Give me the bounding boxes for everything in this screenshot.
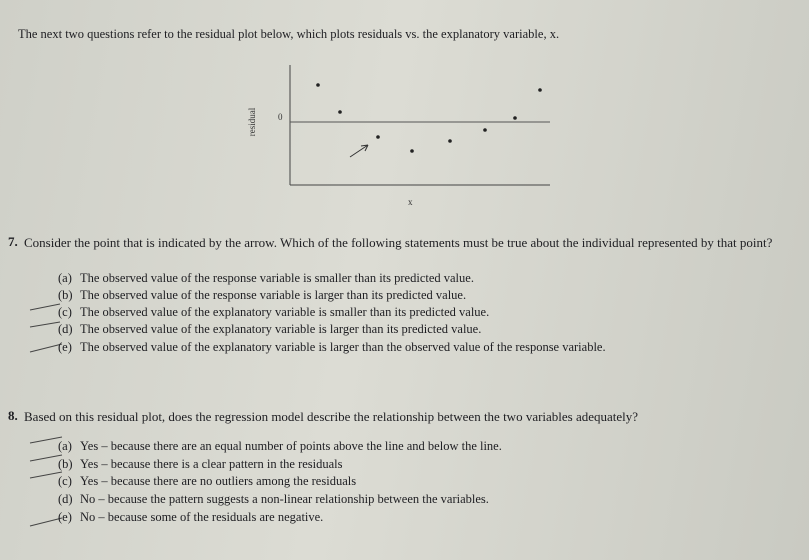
option-text: The observed value of the response varia…	[80, 288, 467, 302]
option-label: (a)	[58, 271, 72, 285]
option-label: (b)	[58, 457, 73, 471]
option-label: (e)	[58, 340, 72, 354]
option-label: (d)	[58, 322, 73, 336]
option-text: Yes – because there are an equal number …	[80, 439, 502, 453]
option-text: Yes – because there are no outliers amon…	[80, 474, 357, 488]
option-text: The observed value of the explanatory va…	[80, 322, 482, 336]
intro: The next two questions refer to the resi…	[18, 27, 560, 41]
question-text: Based on this residual plot, does the re…	[24, 409, 639, 424]
zero-label: 0	[278, 112, 283, 122]
points	[316, 83, 542, 153]
pen-marks	[29, 303, 63, 527]
question-number: 7.	[8, 234, 18, 249]
x-label: x	[408, 197, 413, 207]
option-text: No – because the pattern suggests a non-…	[80, 492, 489, 506]
option-text: The observed value of the response varia…	[80, 271, 474, 285]
option-text: The observed value of the explanatory va…	[80, 305, 490, 319]
option-label: (b)	[58, 288, 73, 302]
option-text: The observed value of the explanatory va…	[80, 340, 606, 354]
y-label: residual	[247, 107, 257, 136]
option-label: (c)	[58, 474, 72, 488]
option-label: (d)	[58, 492, 73, 506]
option-label: (a)	[58, 439, 72, 453]
option-label: (e)	[58, 510, 72, 524]
question-text: Consider the point that is indicated by …	[24, 235, 773, 250]
arrow	[349, 144, 369, 158]
question-number: 8.	[8, 408, 18, 423]
option-label: (c)	[58, 305, 72, 319]
option-text: No – because some of the residuals are n…	[80, 510, 324, 524]
option-text: Yes – because there is a clear pattern i…	[80, 457, 343, 471]
